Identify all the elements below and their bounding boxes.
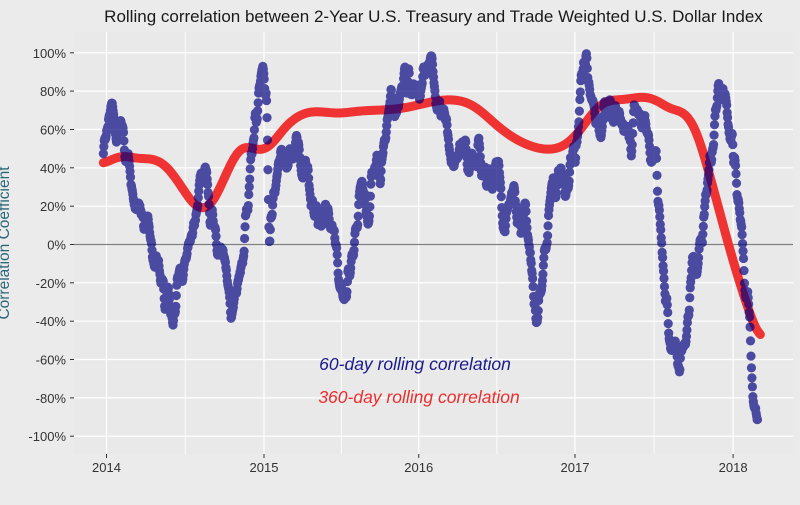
- svg-text:80%: 80%: [40, 84, 66, 99]
- svg-text:0%: 0%: [47, 238, 66, 253]
- svg-text:2018: 2018: [719, 460, 748, 475]
- svg-text:2015: 2015: [250, 460, 279, 475]
- svg-text:-40%: -40%: [36, 314, 67, 329]
- svg-text:-20%: -20%: [36, 276, 67, 291]
- svg-text:-80%: -80%: [36, 391, 67, 406]
- svg-text:2014: 2014: [92, 460, 121, 475]
- svg-text:360-day rolling correlation: 360-day rolling correlation: [318, 387, 519, 407]
- svg-text:-60%: -60%: [36, 353, 67, 368]
- svg-text:100%: 100%: [33, 46, 67, 61]
- svg-text:20%: 20%: [40, 199, 66, 214]
- svg-text:60%: 60%: [40, 123, 66, 138]
- svg-text:-100%: -100%: [28, 429, 66, 444]
- svg-text:2017: 2017: [561, 460, 590, 475]
- svg-text:2016: 2016: [404, 460, 433, 475]
- svg-text:40%: 40%: [40, 161, 66, 176]
- svg-text:60-day rolling correlation: 60-day rolling correlation: [319, 354, 511, 374]
